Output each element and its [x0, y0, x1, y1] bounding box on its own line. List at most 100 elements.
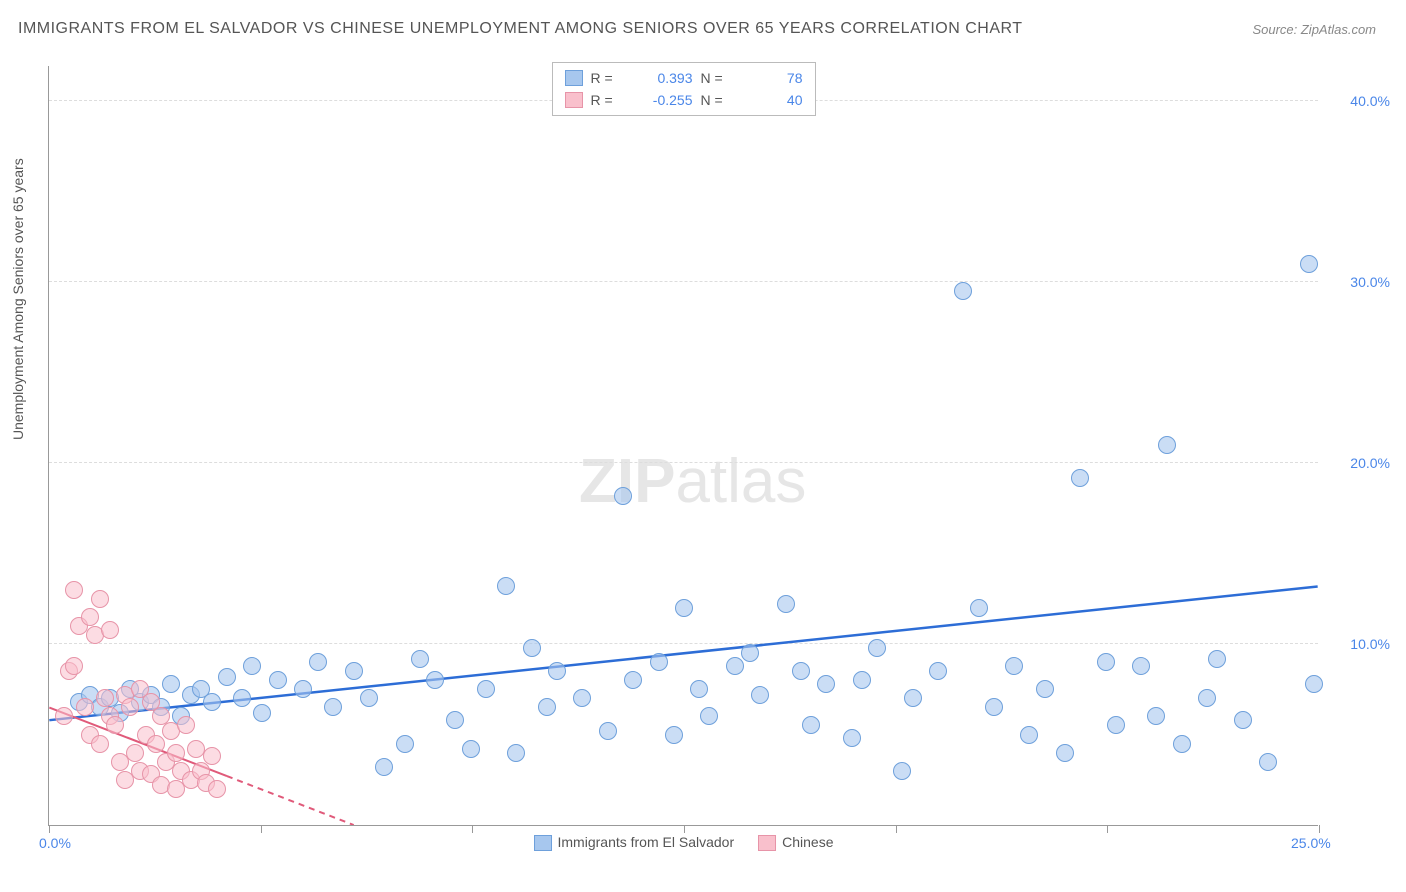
- data-point: [751, 686, 769, 704]
- data-point: [375, 758, 393, 776]
- x-tick-label: 25.0%: [1291, 835, 1331, 851]
- data-point: [1056, 744, 1074, 762]
- data-point: [817, 675, 835, 693]
- data-point: [106, 716, 124, 734]
- r-label: R =: [591, 92, 625, 108]
- y-tick-label: 10.0%: [1350, 636, 1390, 652]
- data-point: [868, 639, 886, 657]
- data-point: [1234, 711, 1252, 729]
- source-label: Source: ZipAtlas.com: [1252, 22, 1376, 37]
- data-point: [243, 657, 261, 675]
- data-point: [1305, 675, 1323, 693]
- n-label: N =: [701, 70, 735, 86]
- data-point: [893, 762, 911, 780]
- plot-area: ZIPatlas 10.0%20.0%30.0%40.0% 0.0%25.0% …: [48, 66, 1318, 826]
- data-point: [126, 744, 144, 762]
- data-point: [233, 689, 251, 707]
- data-point: [147, 735, 165, 753]
- data-point: [396, 735, 414, 753]
- y-tick-label: 30.0%: [1350, 274, 1390, 290]
- data-point: [741, 644, 759, 662]
- data-point: [208, 780, 226, 798]
- data-point: [548, 662, 566, 680]
- watermark: ZIPatlas: [579, 446, 806, 517]
- correlation-legend: R = 0.393 N = 78 R = -0.255 N = 40: [552, 62, 816, 116]
- y-tick-label: 40.0%: [1350, 93, 1390, 109]
- data-point: [690, 680, 708, 698]
- data-point: [55, 707, 73, 725]
- swatch-blue: [534, 835, 552, 851]
- data-point: [81, 608, 99, 626]
- trend-lines: [49, 66, 1318, 825]
- data-point: [624, 671, 642, 689]
- data-point: [218, 668, 236, 686]
- data-point: [1173, 735, 1191, 753]
- data-point: [853, 671, 871, 689]
- data-point: [929, 662, 947, 680]
- legend-item-2: Chinese: [758, 834, 833, 851]
- data-point: [65, 657, 83, 675]
- data-point: [1036, 680, 1054, 698]
- data-point: [167, 744, 185, 762]
- n-value-2: 40: [743, 92, 803, 108]
- data-point: [970, 599, 988, 617]
- y-axis-label: Unemployment Among Seniors over 65 years: [10, 158, 26, 440]
- swatch-blue: [565, 70, 583, 86]
- y-tick-label: 20.0%: [1350, 455, 1390, 471]
- r-value-2: -0.255: [633, 92, 693, 108]
- data-point: [573, 689, 591, 707]
- data-point: [1020, 726, 1038, 744]
- swatch-pink: [565, 92, 583, 108]
- data-point: [1005, 657, 1023, 675]
- data-point: [203, 747, 221, 765]
- data-point: [1300, 255, 1318, 273]
- series-legend: Immigrants from El Salvador Chinese: [534, 834, 834, 851]
- data-point: [269, 671, 287, 689]
- data-point: [91, 735, 109, 753]
- data-point: [411, 650, 429, 668]
- data-point: [309, 653, 327, 671]
- x-tick-label: 0.0%: [39, 835, 71, 851]
- data-point: [665, 726, 683, 744]
- chart-title: IMMIGRANTS FROM EL SALVADOR VS CHINESE U…: [18, 20, 1023, 38]
- data-point: [76, 698, 94, 716]
- data-point: [426, 671, 444, 689]
- data-point: [497, 577, 515, 595]
- r-value-1: 0.393: [633, 70, 693, 86]
- data-point: [843, 729, 861, 747]
- n-label: N =: [701, 92, 735, 108]
- data-point: [324, 698, 342, 716]
- data-point: [1259, 753, 1277, 771]
- data-point: [101, 621, 119, 639]
- data-point: [121, 698, 139, 716]
- data-point: [96, 689, 114, 707]
- data-point: [792, 662, 810, 680]
- data-point: [1071, 469, 1089, 487]
- data-point: [345, 662, 363, 680]
- data-point: [599, 722, 617, 740]
- data-point: [777, 595, 795, 613]
- data-point: [985, 698, 1003, 716]
- data-point: [162, 675, 180, 693]
- data-point: [614, 487, 632, 505]
- data-point: [65, 581, 83, 599]
- data-point: [507, 744, 525, 762]
- data-point: [1158, 436, 1176, 454]
- n-value-1: 78: [743, 70, 803, 86]
- data-point: [523, 639, 541, 657]
- data-point: [462, 740, 480, 758]
- data-point: [253, 704, 271, 722]
- data-point: [1208, 650, 1226, 668]
- data-point: [360, 689, 378, 707]
- data-point: [1147, 707, 1165, 725]
- data-point: [1132, 657, 1150, 675]
- data-point: [91, 590, 109, 608]
- data-point: [177, 716, 195, 734]
- legend-row-series1: R = 0.393 N = 78: [565, 67, 803, 89]
- data-point: [904, 689, 922, 707]
- legend-item-1: Immigrants from El Salvador: [534, 834, 735, 851]
- data-point: [954, 282, 972, 300]
- data-point: [203, 693, 221, 711]
- data-point: [802, 716, 820, 734]
- legend-row-series2: R = -0.255 N = 40: [565, 89, 803, 111]
